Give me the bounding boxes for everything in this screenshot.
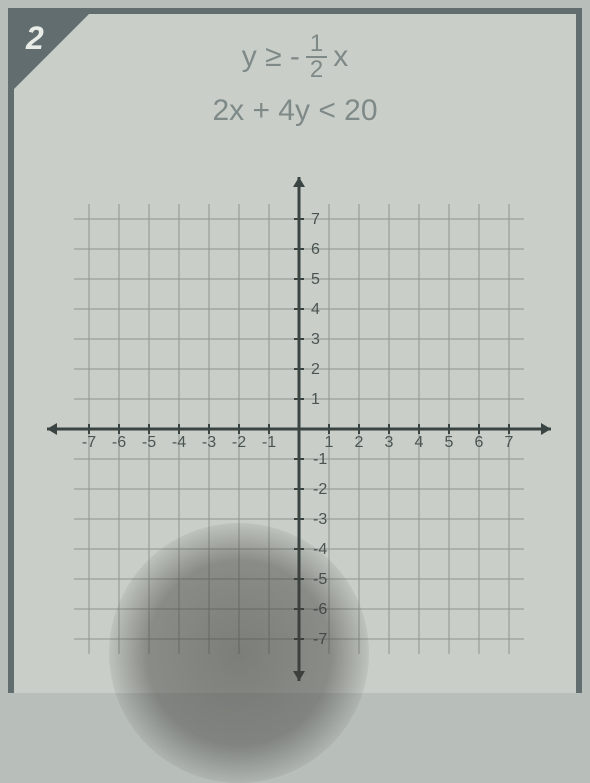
svg-text:-1: -1	[313, 451, 327, 468]
inequality-1: y ≥ - 1 2 x	[242, 32, 348, 82]
svg-text:-2: -2	[313, 481, 327, 498]
svg-text:-5: -5	[313, 571, 327, 588]
svg-text:-5: -5	[142, 434, 156, 451]
svg-text:7: 7	[505, 434, 514, 451]
svg-text:2: 2	[355, 434, 364, 451]
svg-text:-7: -7	[313, 631, 327, 648]
svg-text:6: 6	[475, 434, 484, 451]
fraction-denominator: 2	[306, 58, 327, 82]
coordinate-grid: -7-6-5-4-3-2-11234567-7-6-5-4-3-2-112345…	[44, 174, 546, 693]
svg-text:-4: -4	[313, 541, 327, 558]
svg-text:-3: -3	[313, 511, 327, 528]
svg-text:5: 5	[311, 271, 320, 288]
svg-text:1: 1	[311, 391, 320, 408]
svg-text:-6: -6	[112, 434, 126, 451]
equations-block: y ≥ - 1 2 x 2x + 4y < 20	[14, 32, 576, 128]
svg-text:-2: -2	[232, 434, 246, 451]
svg-text:2: 2	[311, 361, 320, 378]
fraction-numerator: 1	[306, 32, 327, 58]
svg-text:4: 4	[311, 301, 320, 318]
svg-text:-1: -1	[262, 434, 276, 451]
svg-text:-4: -4	[172, 434, 186, 451]
inequality-2: 2x + 4y < 20	[14, 94, 576, 128]
svg-text:-3: -3	[202, 434, 216, 451]
svg-text:3: 3	[385, 434, 394, 451]
svg-text:1: 1	[325, 434, 334, 451]
svg-text:6: 6	[311, 241, 320, 258]
fraction: 1 2	[306, 32, 327, 82]
svg-text:-6: -6	[313, 601, 327, 618]
eq1-right: x	[333, 40, 348, 74]
worksheet-frame: 2 y ≥ - 1 2 x 2x + 4y < 20 -7-6-5-4-3-2-…	[8, 8, 582, 693]
svg-text:5: 5	[445, 434, 454, 451]
problem-number: 2	[26, 20, 44, 57]
svg-text:-7: -7	[82, 434, 96, 451]
svg-text:3: 3	[311, 331, 320, 348]
eq1-left: y ≥ -	[242, 40, 300, 74]
svg-text:4: 4	[415, 434, 424, 451]
svg-text:7: 7	[311, 211, 320, 228]
